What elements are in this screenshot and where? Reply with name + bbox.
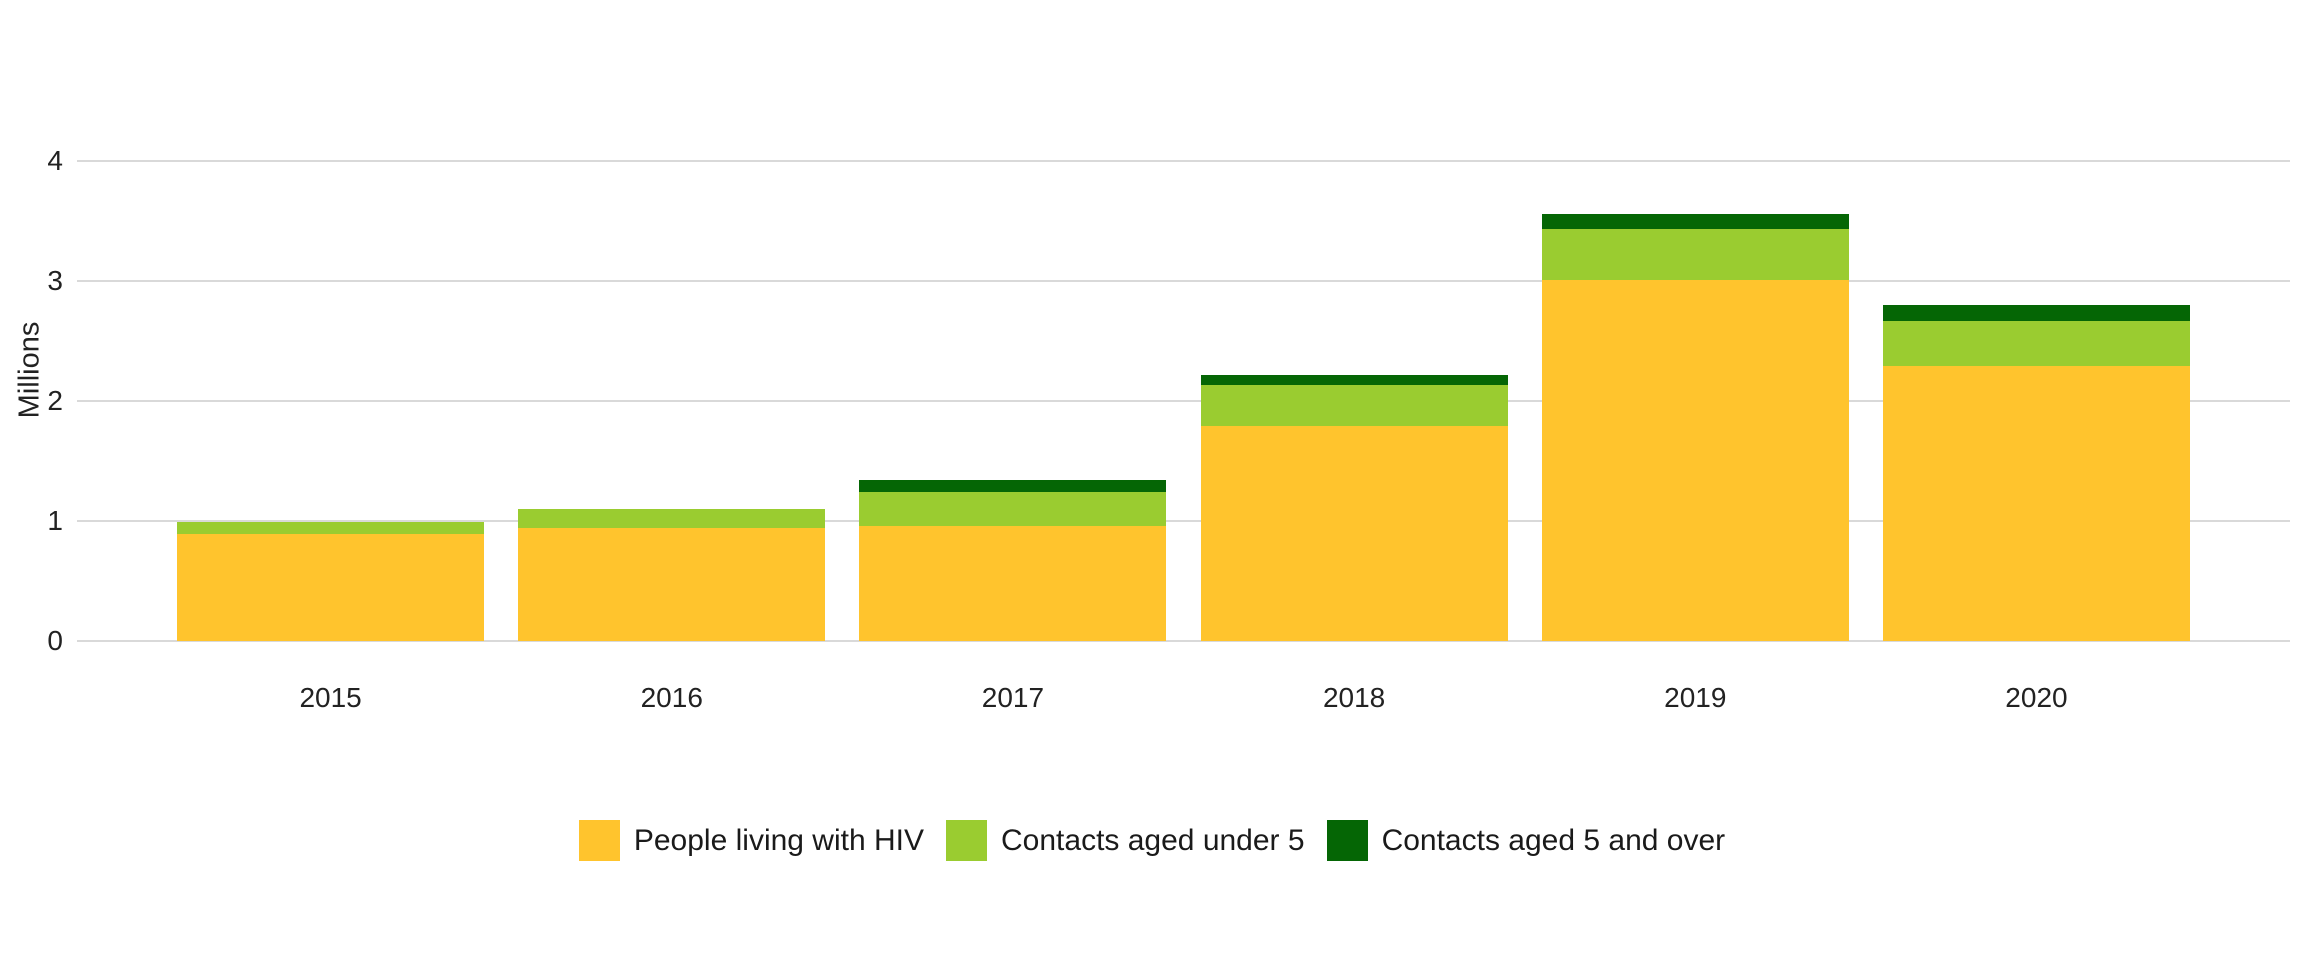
- bar-segment-2019-people-living-with-hiv[interactable]: [1541, 279, 1849, 641]
- bar-slot-2020: [1866, 161, 2207, 641]
- legend-item-contacts-aged-5-and-over[interactable]: Contacts aged 5 and over: [1326, 820, 1726, 861]
- bar-stack-2018: [1200, 374, 1508, 641]
- bar-slot-2017: [842, 161, 1183, 641]
- x-tick-label-2020: 2020: [2005, 682, 2068, 713]
- y-tick-label-1: 1: [47, 505, 63, 536]
- bar-segment-2017-people-living-with-hiv[interactable]: [859, 525, 1167, 641]
- bar-slot-2016: [501, 161, 842, 641]
- gridline-y0: [77, 640, 2290, 642]
- legend-swatch-icon: [946, 820, 988, 861]
- legend: People living with HIV Contacts aged unde…: [0, 820, 2304, 861]
- bar-segment-2016-contacts-aged-under-5[interactable]: [518, 509, 826, 529]
- bar-segment-2018-contacts-aged-5-and-over[interactable]: [1200, 374, 1508, 386]
- gridline-y4: [77, 160, 2290, 162]
- bar-stack-2015: [177, 522, 485, 641]
- y-tick-label-4: 4: [47, 145, 63, 176]
- bars-row: [77, 161, 2290, 641]
- legend-swatch-icon: [578, 820, 620, 861]
- bar-slot-2018: [1184, 161, 1525, 641]
- gridline-y1: [77, 520, 2290, 522]
- bar-segment-2015-contacts-aged-under-5[interactable]: [177, 522, 485, 535]
- bar-segment-2020-contacts-aged-under-5[interactable]: [1882, 320, 2190, 367]
- y-tick-label-0: 0: [47, 625, 63, 656]
- y-tick-label-3: 3: [47, 265, 63, 296]
- bar-segment-2015-people-living-with-hiv[interactable]: [177, 534, 485, 641]
- bar-slot-2019: [1525, 161, 1866, 641]
- bar-segment-2020-contacts-aged-5-and-over[interactable]: [1882, 305, 2190, 321]
- bar-segment-2016-people-living-with-hiv[interactable]: [518, 528, 826, 641]
- gridline-y3: [77, 280, 2290, 282]
- x-tick-label-2017: 2017: [981, 682, 1045, 713]
- y-tick-label-2: 2: [47, 385, 63, 416]
- bar-segment-2019-contacts-aged-under-5[interactable]: [1541, 229, 1849, 280]
- gridline-y2: [77, 400, 2290, 402]
- x-tick-label-2019: 2019: [1664, 682, 1727, 713]
- x-tick-label-2015: 2015: [299, 682, 362, 713]
- bar-segment-2018-people-living-with-hiv[interactable]: [1200, 426, 1508, 641]
- bar-stack-2016: [518, 509, 826, 641]
- bar-segment-2017-contacts-aged-5-and-over[interactable]: [859, 480, 1167, 493]
- x-tick-label-2016: 2016: [640, 682, 703, 713]
- bar-segment-2018-contacts-aged-under-5[interactable]: [1200, 385, 1508, 427]
- legend-item-people-living-with-hiv[interactable]: People living with HIV: [578, 820, 925, 861]
- legend-label: Contacts aged under 5: [1001, 823, 1305, 857]
- plot-area: 0 1 2 3 4: [47, 145, 2290, 656]
- x-axis-labels: 2015 2016 2017 2018 2019 2020: [77, 682, 2290, 714]
- y-axis-title: Millions: [13, 321, 46, 419]
- legend-label: Contacts aged 5 and over: [1381, 823, 1726, 857]
- bar-segment-2020-people-living-with-hiv[interactable]: [1882, 366, 2190, 641]
- bar-stack-2019: [1541, 213, 1849, 641]
- bar-segment-2019-contacts-aged-5-and-over[interactable]: [1541, 213, 1849, 230]
- bar-segment-2017-contacts-aged-under-5[interactable]: [859, 492, 1167, 526]
- bar-stack-2017: [859, 480, 1167, 641]
- legend-swatch-icon: [1326, 820, 1368, 861]
- legend-label: People living with HIV: [633, 823, 925, 857]
- bar-stack-2020: [1882, 305, 2190, 641]
- bar-slot-2015: [160, 161, 501, 641]
- legend-item-contacts-aged-under-5[interactable]: Contacts aged under 5: [946, 820, 1305, 861]
- x-tick-label-2018: 2018: [1322, 682, 1386, 713]
